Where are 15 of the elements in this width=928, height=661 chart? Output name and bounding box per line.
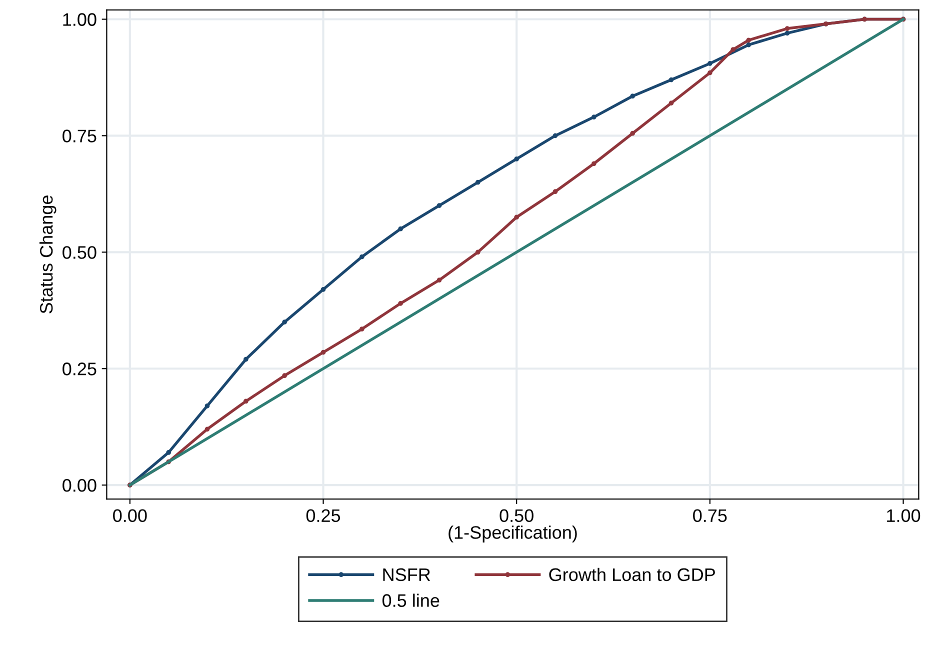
legend-label: Growth Loan to GDP (549, 568, 715, 582)
legend-label: NSFR (383, 568, 430, 582)
y-tick-label: 0.00 (62, 479, 96, 492)
x-tick-label: 0.50 (500, 509, 534, 522)
y-tick-label: 0.75 (62, 130, 96, 142)
x-tick-label: 0.00 (113, 509, 147, 522)
x-tick-label: 0.25 (306, 509, 340, 522)
y-tick-label: 0.50 (62, 246, 96, 259)
legend-label: 0.5 line (382, 594, 440, 607)
x-tick-label: 1.00 (887, 509, 920, 522)
x-tick-label: 0.75 (693, 509, 727, 522)
y-axis-title: Status Change (39, 196, 56, 314)
y-tick-label: 1.00 (63, 13, 96, 26)
y-tick-label: 0.25 (62, 362, 96, 376)
x-axis-title: (1-Specification) (448, 526, 577, 542)
